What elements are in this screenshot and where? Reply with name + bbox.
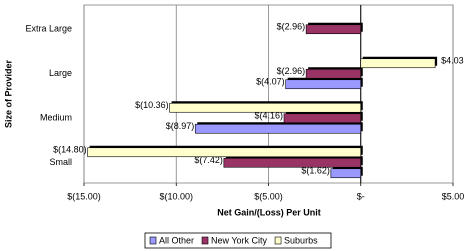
x-tick-label: $(10.00) (159, 191, 193, 201)
bar (87, 147, 362, 158)
y-axis-title: Size of Provider (3, 59, 13, 128)
data-label: $(1.62) (301, 166, 330, 176)
x-tick-label: $(5.00) (254, 191, 283, 201)
legend-label: All Other (159, 235, 194, 245)
x-tick-label: $(15.00) (67, 191, 101, 201)
x-tick-label: $- (357, 191, 365, 201)
data-label: $(2.96) (277, 22, 306, 32)
y-tick-label: Medium (40, 113, 72, 123)
legend-swatch (149, 236, 157, 245)
legend-swatch (274, 236, 282, 245)
legend-label: New York City (211, 235, 268, 245)
bar (360, 58, 436, 69)
bar (194, 123, 362, 134)
bar (169, 102, 362, 113)
data-label: $(8.97) (166, 121, 195, 131)
bar (223, 157, 362, 168)
legend-swatch (201, 236, 209, 245)
y-tick-label: Extra Large (25, 24, 72, 34)
bar (305, 68, 362, 79)
data-label: $4.03 (441, 56, 464, 66)
data-label: $(4.16) (254, 111, 283, 121)
x-tick-label: $5.00 (442, 191, 465, 201)
data-label: $(10.36) (135, 100, 169, 110)
data-label: $(7.42) (194, 155, 223, 165)
y-tick-label: Large (49, 68, 72, 78)
legend-label: Suburbs (284, 235, 318, 245)
y-tick-label: Small (49, 157, 72, 167)
data-label: $(4.07) (256, 77, 285, 87)
data-label: $(2.96) (277, 66, 306, 76)
bar (330, 168, 362, 179)
bar (283, 113, 362, 124)
legend-box (144, 232, 332, 249)
bar (285, 79, 362, 90)
data-label: $(14.80) (53, 145, 87, 155)
x-axis-title: Net Gain/(Loss) Per Unit (217, 207, 321, 217)
bar (305, 24, 362, 35)
